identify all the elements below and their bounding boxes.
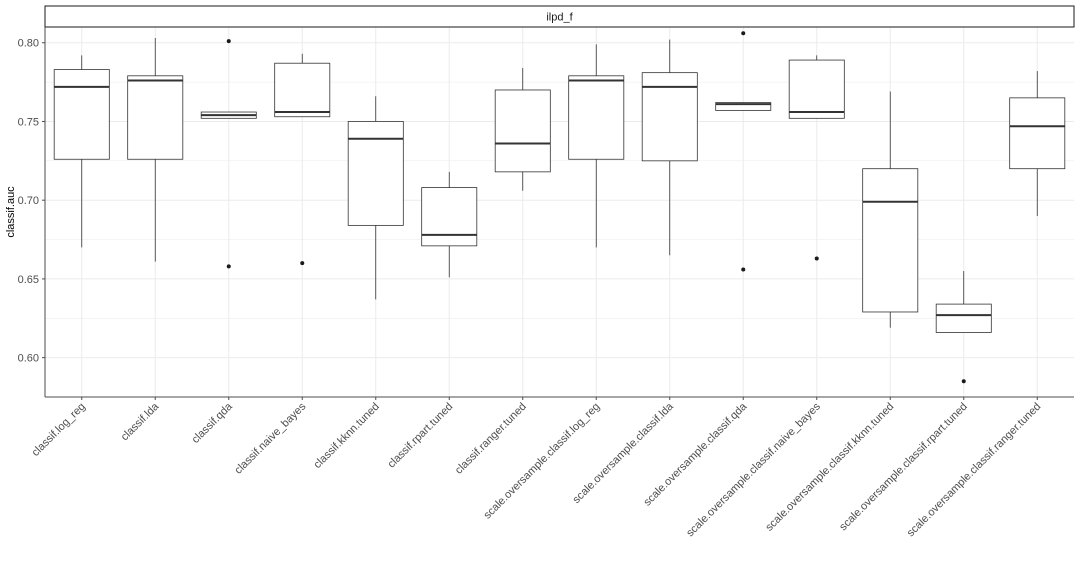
box-group [421, 171, 478, 278]
box-iqr [127, 75, 184, 160]
y-tick-label: 0.60 [18, 353, 39, 365]
box-iqr [421, 187, 478, 247]
x-tick-label: classif.naive_bayes [232, 400, 308, 476]
boxes [53, 31, 1066, 384]
box-iqr [788, 59, 845, 119]
y-tick-label: 0.70 [18, 195, 39, 207]
box-group [347, 96, 404, 300]
outlier-point [961, 379, 966, 384]
box-iqr [935, 303, 992, 333]
y-tick-label: 0.75 [18, 116, 39, 128]
facet-title: ilpd_f [546, 12, 573, 24]
x-tick-label: scale.oversample.classif.log_reg [481, 401, 602, 522]
box-group [568, 44, 625, 248]
box-group [494, 67, 551, 191]
box-iqr [347, 121, 404, 226]
x-tick-label: classif.qda [190, 400, 236, 446]
x-axis-ticks: classif.log_reg classif.lda classif.qdacla… [30, 397, 1044, 540]
x-tick-label: classif.ranger.tuned [453, 401, 529, 477]
y-axis-ticks: 0.60 0.65 0.70 0.75 0.80 [18, 38, 45, 365]
box-iqr [53, 69, 110, 160]
box-group [274, 53, 331, 266]
facet-strip [44, 5, 1075, 28]
x-tick-label: classif.lda [119, 400, 162, 443]
outlier-point [226, 264, 231, 269]
outlier-point [741, 31, 746, 36]
box-iqr [274, 62, 331, 118]
x-tick-label: scale.oversample.classif.ranger.tuned [905, 401, 1044, 540]
outlier-point [300, 261, 305, 266]
x-tick-label: classif.kknn.tuned [312, 401, 382, 471]
x-tick-label: classif.rpart.tuned [385, 401, 455, 471]
box-group [127, 38, 184, 262]
grid-lines [45, 27, 1074, 398]
box-group [641, 39, 698, 256]
box-group [935, 271, 992, 384]
box-group [788, 55, 845, 261]
x-tick-label: classif.log_reg [30, 401, 88, 459]
outlier-point [226, 39, 231, 44]
box-iqr [568, 75, 625, 160]
box-group [715, 31, 772, 272]
box-iqr [494, 89, 551, 173]
box-group [53, 55, 110, 248]
outlier-point [741, 267, 746, 272]
box-iqr [862, 168, 919, 313]
box-group [862, 91, 919, 328]
x-tick-label: scale.oversample.classif.kknn.tuned [763, 401, 896, 534]
outlier-point [814, 256, 819, 261]
y-axis-title: classif.auc [5, 186, 17, 238]
box-group [200, 39, 257, 269]
box-iqr [1009, 97, 1066, 170]
y-tick-label: 0.65 [18, 274, 39, 286]
x-tick-label: scale.oversample.classif.naive_bayes [684, 400, 823, 539]
box-group [1009, 71, 1066, 216]
y-tick-label: 0.80 [18, 38, 39, 50]
box-iqr [715, 102, 772, 111]
x-tick-label: scale.oversample.classif.rpart.tuned [837, 401, 970, 534]
